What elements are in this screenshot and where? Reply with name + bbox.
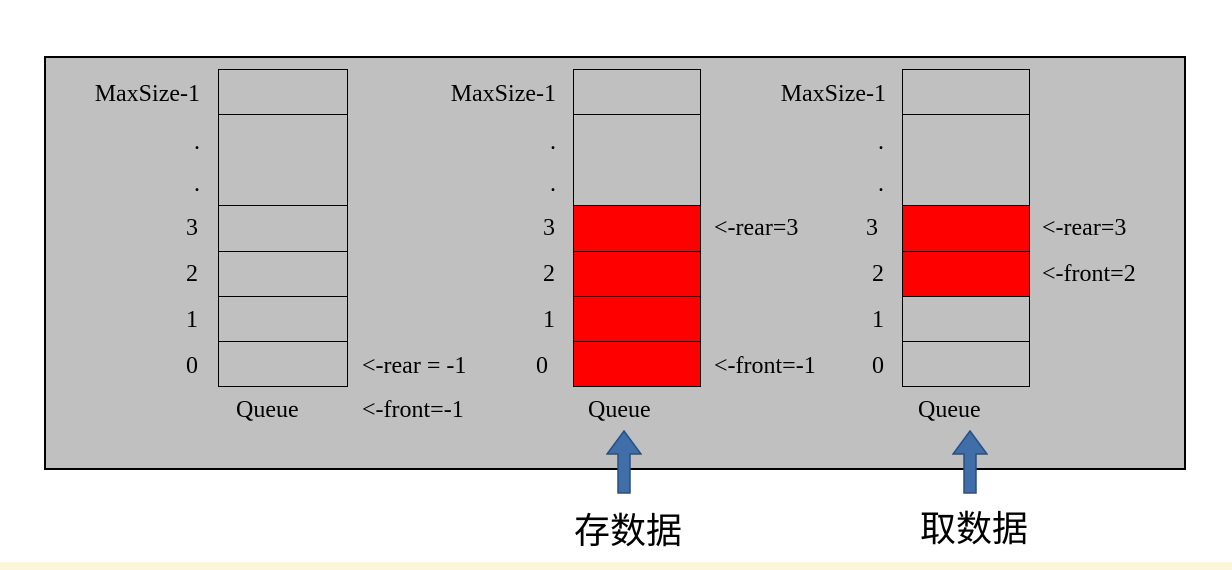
- queue-cell: [573, 251, 701, 297]
- index-label: 0: [536, 353, 548, 379]
- front-note: <-front=-1: [362, 397, 464, 423]
- queue-cell: [902, 114, 1030, 206]
- index-label: 2: [543, 261, 555, 287]
- index-label: 3: [186, 215, 198, 241]
- index-label: 0: [186, 353, 198, 379]
- queue-cell: [218, 69, 348, 115]
- queue-cell: [902, 296, 1030, 342]
- rear-note: <-rear=3: [714, 215, 799, 241]
- index-label: 3: [543, 215, 555, 241]
- index-label: 0: [872, 353, 884, 379]
- ellipsis-dot: .: [194, 171, 200, 197]
- queue-cell: [573, 69, 701, 115]
- queue-cell: [902, 69, 1030, 115]
- queue-cell: [218, 205, 348, 252]
- arrow-shape: [952, 430, 988, 494]
- queue-cell: [218, 296, 348, 342]
- ellipsis-dot: .: [550, 171, 556, 197]
- up-arrow-icon: [952, 430, 988, 494]
- ellipsis-dot: .: [194, 129, 200, 155]
- index-label: 1: [186, 307, 198, 333]
- maxsize-label: MaxSize-1: [94, 81, 200, 107]
- maxsize-label: MaxSize-1: [780, 81, 886, 107]
- rear-note: <-rear = -1: [362, 353, 467, 379]
- dequeue-caption: 取数据: [920, 509, 1029, 550]
- index-label: 1: [872, 307, 884, 333]
- arrow-shape: [606, 430, 642, 494]
- queue-cell: [902, 251, 1030, 297]
- ellipsis-dot: .: [878, 171, 884, 197]
- queue-cell: [573, 296, 701, 342]
- up-arrow-icon: [606, 430, 642, 494]
- queue-label: Queue: [236, 397, 299, 423]
- queue-cell: [573, 341, 701, 387]
- queue-label: Queue: [918, 397, 981, 423]
- ellipsis-dot: .: [550, 129, 556, 155]
- bottom-strip: [0, 562, 1232, 570]
- index-label: 3: [866, 215, 878, 241]
- front-note: <-front=2: [1042, 261, 1136, 287]
- queue-cell: [902, 205, 1030, 252]
- rear-note: <-rear=3: [1042, 215, 1127, 241]
- index-label: 2: [872, 261, 884, 287]
- enqueue-caption: 存数据: [574, 511, 683, 552]
- queue-cell: [218, 251, 348, 297]
- queue-cell: [902, 341, 1030, 387]
- maxsize-label: MaxSize-1: [450, 81, 556, 107]
- queue-cell: [573, 114, 701, 206]
- queue-cell: [573, 205, 701, 252]
- diagram-panel: MaxSize-1 . . 3 2 1 0 Queue <-rear = -1 …: [44, 56, 1186, 470]
- front-note: <-front=-1: [714, 353, 816, 379]
- queue-cell: [218, 341, 348, 387]
- queue-cell: [218, 114, 348, 206]
- queue-label: Queue: [588, 397, 651, 423]
- ellipsis-dot: .: [878, 129, 884, 155]
- index-label: 2: [186, 261, 198, 287]
- index-label: 1: [543, 307, 555, 333]
